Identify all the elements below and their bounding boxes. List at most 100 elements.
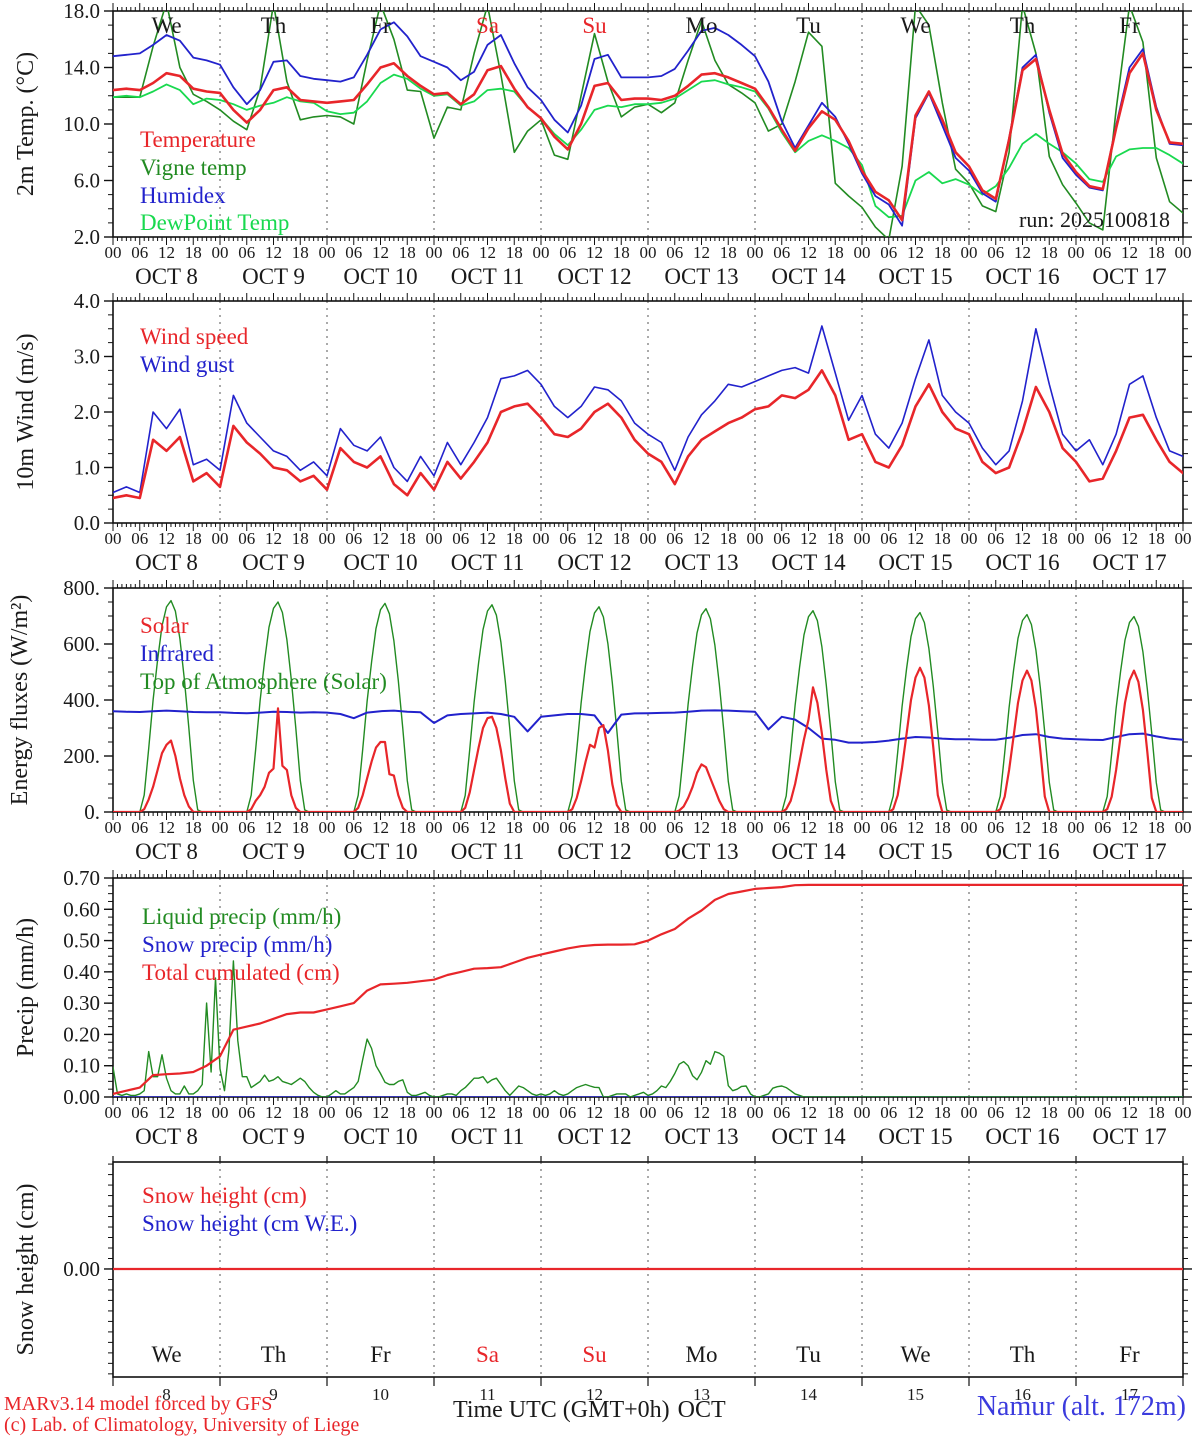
legend-dewpoint-temp: DewPoint Temp xyxy=(140,210,289,235)
hour-label: 06 xyxy=(238,243,255,262)
oct-day-label: OCT 16 xyxy=(985,264,1059,289)
hour-label: 06 xyxy=(880,529,897,548)
oct-day-label: OCT 10 xyxy=(343,264,417,289)
hour-label: 18 xyxy=(506,529,523,548)
hour-label: 12 xyxy=(586,243,603,262)
oct-day-label: OCT 15 xyxy=(878,1124,952,1149)
y-tick-label: 0.70 xyxy=(63,866,100,890)
legend-humidex: Humidex xyxy=(140,183,226,208)
hour-label: 06 xyxy=(1094,529,1111,548)
hour-label: 00 xyxy=(426,1103,443,1122)
hour-label: 18 xyxy=(399,818,416,837)
hour-label: 12 xyxy=(907,1103,924,1122)
y-tick-label: 6.0 xyxy=(74,169,100,193)
oct-day-label: OCT 13 xyxy=(664,1124,738,1149)
hour-label: 12 xyxy=(1121,818,1138,837)
oct-day-label: OCT 10 xyxy=(343,1124,417,1149)
hour-label: 06 xyxy=(559,818,576,837)
legend-top-of-atmosphere-solar-: Top of Atmosphere (Solar) xyxy=(140,669,387,694)
day-name-label: Th xyxy=(261,1342,287,1367)
hour-label: 06 xyxy=(773,818,790,837)
run-label: run: 2025100818 xyxy=(1019,207,1170,232)
hour-label: 00 xyxy=(854,818,871,837)
hour-label: 00 xyxy=(854,1103,871,1122)
hour-label: 00 xyxy=(854,529,871,548)
oct-day-label: OCT 12 xyxy=(557,550,631,575)
hour-label: 12 xyxy=(1014,243,1031,262)
hour-label: 18 xyxy=(720,529,737,548)
hour-label: 12 xyxy=(800,1103,817,1122)
y-axis-title: Snow height (cm) xyxy=(13,1184,39,1356)
hour-label: 00 xyxy=(533,529,550,548)
hour-label: 06 xyxy=(238,529,255,548)
legend-vigne-temp: Vigne temp xyxy=(140,155,247,180)
hour-label: 00 xyxy=(105,529,122,548)
hour-label: 18 xyxy=(720,243,737,262)
hour-label: 00 xyxy=(640,529,657,548)
credit-line-1: MARv3.14 model forced by GFS xyxy=(4,1393,273,1415)
y-axis-title: 2m Temp. (°C) xyxy=(13,52,39,196)
oct-day-label: OCT 13 xyxy=(664,550,738,575)
oct-day-label: OCT 9 xyxy=(242,550,305,575)
oct-day-label: OCT 15 xyxy=(878,550,952,575)
hour-label: 00 xyxy=(961,818,978,837)
y-tick-label: 600. xyxy=(63,632,100,656)
oct-day-label: OCT 16 xyxy=(985,1124,1059,1149)
hour-label: 12 xyxy=(586,1103,603,1122)
total-cumulated-series xyxy=(113,883,1183,1095)
hour-label: 12 xyxy=(158,818,175,837)
hour-label: 06 xyxy=(666,818,683,837)
hour-label: 06 xyxy=(666,1103,683,1122)
day-name-label: Su xyxy=(582,1342,607,1367)
y-axis-title: 10m Wind (m/s) xyxy=(13,333,39,490)
hour-label: 12 xyxy=(1014,818,1031,837)
hour-label: 00 xyxy=(319,529,336,548)
hour-label: 12 xyxy=(1121,243,1138,262)
hour-label: 12 xyxy=(907,529,924,548)
hour-label: 00 xyxy=(105,818,122,837)
oct-day-label: OCT 14 xyxy=(771,839,846,864)
day-name-label: We xyxy=(151,1342,181,1367)
hour-label: 06 xyxy=(987,818,1004,837)
hour-label: 00 xyxy=(426,818,443,837)
liquid-precip-series xyxy=(113,960,1183,1097)
hour-label: 18 xyxy=(827,529,844,548)
legend-snow-height-cm-: Snow height (cm) xyxy=(142,1183,307,1208)
hour-label: 00 xyxy=(319,818,336,837)
hour-label: 00 xyxy=(640,243,657,262)
hour-label: 18 xyxy=(292,818,309,837)
hour-label: 00 xyxy=(1175,529,1192,548)
hour-label: 18 xyxy=(1041,1103,1058,1122)
hour-label: 12 xyxy=(800,818,817,837)
hour-label: 18 xyxy=(827,1103,844,1122)
hour-label: 18 xyxy=(185,818,202,837)
panel-2: 00 06 12 18 00 06 12 18 00 06 12 18 00 06 12 18 00 06 12 18… xyxy=(7,576,1192,864)
hour-label: 06 xyxy=(131,243,148,262)
hour-label: 12 xyxy=(158,243,175,262)
day-number: 13 xyxy=(693,1385,710,1404)
day-name-label: Su xyxy=(582,13,607,38)
legend-wind-gust: Wind gust xyxy=(140,352,235,377)
hour-label: 12 xyxy=(372,529,389,548)
day-number: 17 xyxy=(1121,1385,1139,1404)
hour-label: 00 xyxy=(319,1103,336,1122)
hour-label: 18 xyxy=(827,243,844,262)
oct-day-label: OCT 12 xyxy=(557,839,631,864)
oct-day-label: OCT 15 xyxy=(878,839,952,864)
hour-label: 18 xyxy=(185,243,202,262)
hour-label: 12 xyxy=(265,529,282,548)
hour-label: 06 xyxy=(238,1103,255,1122)
hour-label: 06 xyxy=(559,1103,576,1122)
wind-speed-series xyxy=(113,369,1183,500)
day-number: 14 xyxy=(800,1385,818,1404)
hour-label: 06 xyxy=(238,818,255,837)
hour-label: 06 xyxy=(345,818,362,837)
hour-label: 12 xyxy=(586,818,603,837)
day-name-label: We xyxy=(900,13,930,38)
hour-label: 18 xyxy=(720,1103,737,1122)
hour-label: 12 xyxy=(907,818,924,837)
hour-label: 06 xyxy=(452,1103,469,1122)
hour-label: 00 xyxy=(961,1103,978,1122)
hour-label: 00 xyxy=(1175,818,1192,837)
